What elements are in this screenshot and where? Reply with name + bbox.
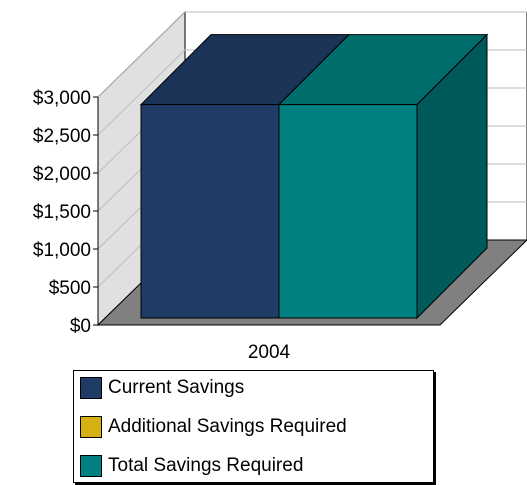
legend-swatch-current-savings [80,377,102,399]
legend-label-total-savings: Total Savings Required [108,455,304,476]
legend-item-current-savings: Current Savings [80,375,244,401]
y-axis-ticks: $0 $500 $1,000 $1,500 $2,000 $2,500 $3,000 [33,88,98,337]
legend-swatch-total-savings [80,455,102,477]
bar-total-savings-required [278,104,418,319]
bar-current-savings [140,104,280,319]
legend-swatch-additional-savings [80,416,102,438]
gridline [97,11,527,98]
y-tick-label: $2,500 [33,126,91,147]
legend: Current Savings Additional Savings Requi… [73,370,434,483]
legend-item-additional-savings: Additional Savings Required [80,414,347,440]
legend-label-current-savings: Current Savings [108,377,245,398]
y-tick-label: $0 [70,316,91,337]
y-tick-label: $1,000 [33,240,91,261]
y-tick-label: $2,000 [33,164,91,185]
legend-item-total-savings: Total Savings Required [80,453,303,479]
category-label: 2004 [248,342,291,363]
y-tick-label: $3,000 [33,88,91,109]
bars [139,33,489,320]
y-tick-label: $500 [49,278,91,299]
y-tick-label: $1,500 [33,202,91,223]
legend-label-additional-savings: Additional Savings Required [108,416,347,437]
